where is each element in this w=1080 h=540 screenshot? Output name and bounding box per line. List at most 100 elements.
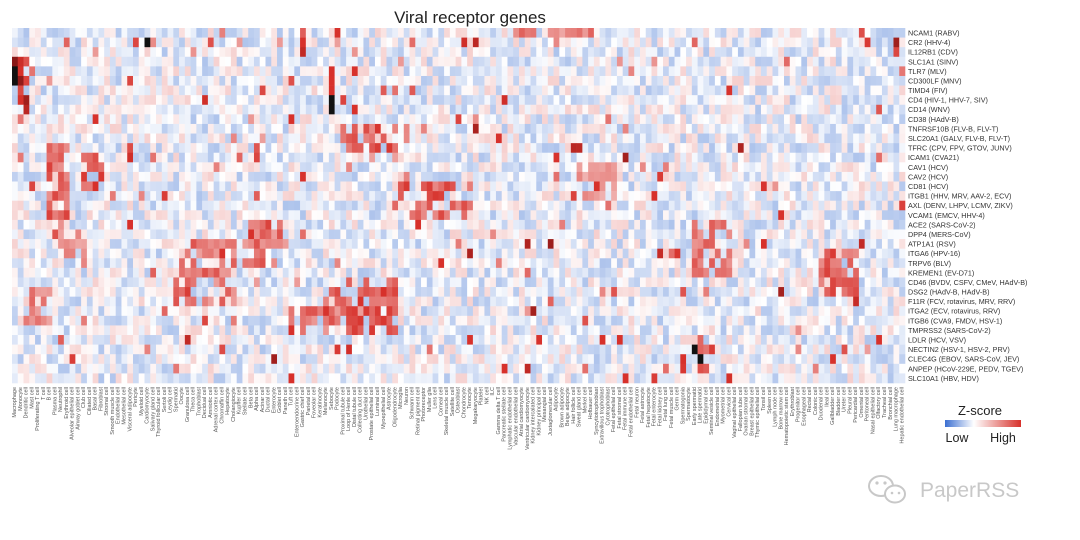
heatmap-cell: [455, 28, 462, 38]
heatmap-cell: [870, 277, 877, 288]
heatmap-cell: [132, 200, 140, 211]
heatmap-cell: [588, 95, 595, 106]
heatmap-cell: [576, 171, 583, 182]
heatmap-cell: [167, 85, 174, 96]
heatmap-cell: [156, 191, 163, 201]
heatmap-cell: [334, 181, 341, 192]
heatmap-cell: [161, 47, 168, 58]
heatmap-cell: [449, 258, 456, 269]
heatmap-cell: [565, 325, 572, 336]
heatmap-cell: [524, 306, 531, 317]
heatmap-cell: [743, 325, 750, 336]
heatmap-cell: [311, 162, 318, 173]
heatmap-cell: [605, 114, 612, 125]
heatmap-cell: [772, 104, 779, 115]
heatmap-cell: [634, 325, 641, 336]
heatmap-cell: [830, 75, 837, 86]
heatmap-cell: [697, 315, 704, 326]
heatmap-cell: [184, 152, 191, 163]
heatmap-cell: [426, 296, 433, 307]
heatmap-cell: [173, 85, 180, 96]
heatmap-cell: [167, 56, 174, 67]
heatmap-cell: [346, 325, 353, 336]
heatmap-cell: [132, 37, 140, 48]
heatmap-cell: [132, 306, 140, 317]
heatmap-cell: [351, 37, 358, 48]
heatmap-cell: [616, 152, 623, 163]
heatmap-cell: [743, 133, 750, 144]
heatmap-cell: [789, 229, 796, 240]
heatmap-cell: [144, 47, 151, 58]
heatmap-cell: [12, 296, 19, 307]
heatmap-cell: [75, 258, 82, 269]
heatmap-cell: [282, 152, 289, 163]
heatmap-cell: [40, 191, 47, 201]
heatmap-cell: [755, 315, 762, 326]
heatmap-cell: [311, 123, 318, 134]
heatmap-cell: [547, 104, 554, 115]
heatmap-cell: [225, 171, 232, 182]
heatmap-cell: [674, 104, 681, 115]
heatmap-cell: [784, 95, 791, 106]
heatmap-cell: [58, 56, 65, 67]
heatmap-cell: [772, 75, 779, 86]
heatmap-cell: [35, 181, 42, 192]
heatmap-cell: [282, 191, 289, 201]
heatmap-cell: [737, 296, 744, 307]
heatmap-cell: [265, 56, 272, 67]
heatmap-cell: [161, 200, 168, 211]
heatmap-cell: [714, 191, 721, 201]
heatmap-cell: [611, 66, 618, 77]
heatmap-cell: [104, 277, 111, 288]
heatmap-cell: [115, 95, 122, 106]
heatmap-cell: [853, 95, 860, 106]
heatmap-cell: [622, 315, 629, 326]
heatmap-cell: [668, 104, 675, 115]
heatmap-cell: [663, 325, 670, 336]
heatmap-cell: [75, 181, 82, 192]
heatmap-cell: [559, 85, 566, 96]
heatmap-cell: [392, 229, 399, 240]
heatmap-cell: [351, 325, 358, 336]
heatmap-cell: [732, 277, 739, 288]
heatmap-cell: [841, 258, 848, 269]
heatmap-cell: [58, 95, 65, 106]
heatmap-cell: [63, 47, 70, 58]
heatmap-cell: [766, 171, 773, 182]
heatmap-cell: [144, 200, 151, 211]
heatmap-cell: [830, 162, 837, 173]
heatmap-cell: [674, 306, 681, 317]
heatmap-cell: [593, 325, 600, 336]
heatmap-cell: [328, 210, 335, 221]
heatmap-cell: [674, 152, 681, 163]
heatmap-cell: [755, 66, 762, 77]
heatmap-cell: [265, 28, 272, 38]
heatmap-cell: [807, 200, 814, 211]
heatmap-cell: [63, 306, 70, 317]
heatmap-cell: [513, 162, 520, 173]
heatmap-cell: [432, 191, 439, 201]
heatmap-cell: [150, 56, 157, 67]
heatmap-cell: [196, 47, 203, 58]
heatmap-cell: [801, 239, 808, 249]
heatmap-cell: [853, 123, 860, 134]
heatmap-cell: [726, 114, 733, 125]
heatmap-cell: [40, 66, 47, 77]
heatmap-cell: [190, 143, 197, 154]
heatmap-cell: [495, 162, 503, 173]
heatmap-cell: [680, 47, 687, 58]
heatmap-cell: [207, 210, 214, 221]
heatmap-cell: [674, 315, 681, 326]
heatmap-cell: [720, 66, 727, 77]
heatmap-cell: [259, 181, 266, 192]
heatmap-cell: [248, 277, 255, 288]
heatmap-cell: [588, 306, 595, 317]
heatmap-cell: [830, 171, 837, 182]
heatmap-cell: [109, 47, 116, 58]
heatmap-cell: [674, 85, 681, 96]
heatmap-cell: [876, 162, 883, 173]
heatmap-cell: [760, 143, 768, 154]
heatmap-cell: [824, 162, 831, 173]
heatmap-cell: [40, 219, 47, 230]
heatmap-cell: [853, 277, 860, 288]
